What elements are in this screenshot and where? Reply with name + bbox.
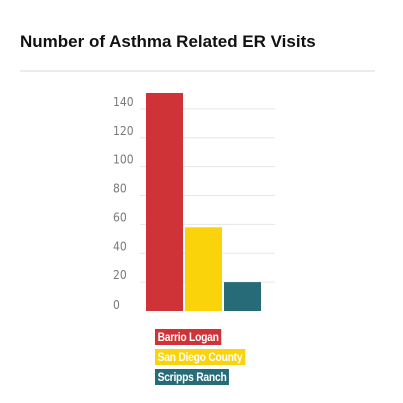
legend-item-scripps-ranch: Scripps Ranch xyxy=(155,369,230,385)
y-tick-label: 20 xyxy=(113,268,127,282)
bars xyxy=(146,92,261,312)
y-tick-label: 120 xyxy=(113,124,134,138)
y-tick-label: 60 xyxy=(113,210,127,224)
chart-title: Number of Asthma Related ER Visits xyxy=(20,32,316,51)
y-tick-label: 140 xyxy=(113,95,134,109)
bar-barrio-logan xyxy=(146,92,183,312)
title-divider xyxy=(20,70,375,72)
bar-scripps-ranch xyxy=(224,282,261,311)
y-tick-label: 0 xyxy=(113,298,120,312)
y-axis-tick-labels: 0 20 40 60 80 100 120 140 xyxy=(113,95,134,312)
y-tick-label: 100 xyxy=(113,153,134,167)
legend: Barrio Logan San Diego County Scripps Ranc… xyxy=(155,329,260,385)
legend-item-san-diego-county: San Diego County xyxy=(155,349,245,365)
bar-san-diego-county xyxy=(185,227,222,311)
y-tick-label: 80 xyxy=(113,182,127,196)
legend-item-barrio-logan: Barrio Logan xyxy=(155,329,222,345)
y-tick-label: 40 xyxy=(113,239,127,253)
